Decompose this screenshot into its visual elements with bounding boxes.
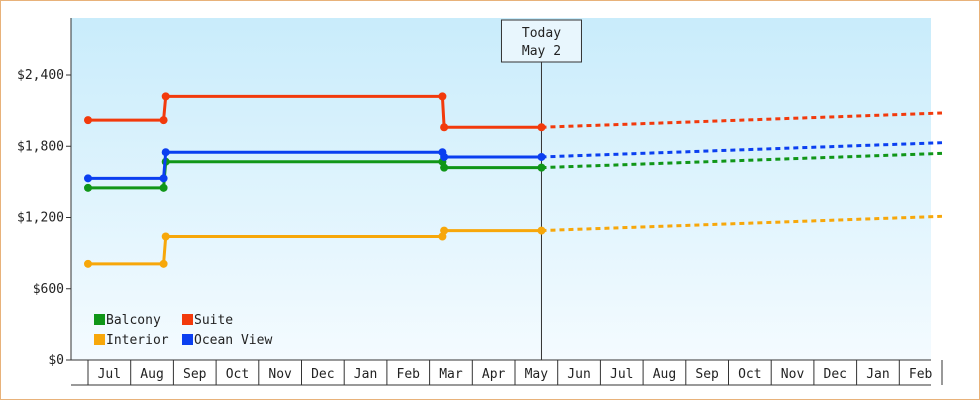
month-label: Jul <box>610 367 633 382</box>
data-point-suite <box>84 116 92 125</box>
month-label: Mar <box>439 367 463 382</box>
data-point-suite <box>537 123 546 132</box>
month-label: Aug <box>140 367 163 382</box>
data-point-balcony <box>84 183 92 192</box>
month-label: May <box>525 367 549 382</box>
series-line-balcony <box>86 160 543 190</box>
data-point-ocean-view <box>84 174 92 183</box>
data-point-interior <box>159 259 168 268</box>
data-point-suite <box>161 92 170 101</box>
month-label: Jul <box>98 367 121 382</box>
series-forecast-interior <box>541 214 943 233</box>
month-label: Jan <box>354 367 377 382</box>
month-label: Apr <box>482 367 506 382</box>
series-forecast-ocean-view <box>541 141 943 159</box>
month-label: Dec <box>824 367 847 382</box>
month-label: Feb <box>397 367 421 382</box>
legend-swatch-ocean-view <box>182 334 193 345</box>
data-point-interior <box>537 226 546 235</box>
month-label: Nov <box>268 367 292 382</box>
legend-swatch-suite <box>182 314 193 325</box>
month-label: Jun <box>567 367 590 382</box>
y-axis: $0 $600 $1,200 $1,800 $2,400 <box>17 18 72 368</box>
plot-area <box>71 18 931 360</box>
data-point-ocean-view <box>159 174 168 183</box>
month-label: Nov <box>781 367 805 382</box>
data-point-suite <box>438 92 447 101</box>
today-label: Today <box>522 26 561 41</box>
series-forecast-balcony <box>541 151 943 170</box>
data-point-interior <box>440 226 449 235</box>
series-line-suite <box>86 94 543 129</box>
series-line-ocean-view <box>86 150 543 180</box>
today-box <box>500 19 582 63</box>
series-line-interior <box>86 229 543 266</box>
data-point-interior <box>161 232 170 241</box>
y-tick-label: $1,800 <box>17 139 64 154</box>
legend-label-interior: Interior <box>106 333 169 348</box>
series-layer <box>84 92 943 268</box>
data-point-interior <box>84 259 92 268</box>
month-label: Dec <box>311 367 334 382</box>
x-axis: Jul Aug Sep Oct Nov Dec Jan Feb Mar Apr May Jun Jul A… <box>71 359 943 386</box>
today-date: May 2 <box>522 44 561 59</box>
month-label: Feb <box>909 367 933 382</box>
y-tick-label: $0 <box>48 353 64 368</box>
data-point-ocean-view <box>440 152 449 161</box>
data-point-balcony <box>440 163 449 172</box>
legend-label-ocean-view: Ocean View <box>194 333 272 348</box>
legend: Balcony Suite Interior Ocean View <box>94 313 272 348</box>
y-tick-label: $600 <box>33 282 64 297</box>
data-point-suite <box>159 116 168 125</box>
month-label: Oct <box>226 367 249 382</box>
data-point-balcony <box>537 163 546 172</box>
series-forecast-suite <box>541 111 943 129</box>
legend-swatch-balcony <box>94 314 105 325</box>
y-tick-label: $1,200 <box>17 211 64 226</box>
data-point-suite <box>440 123 449 132</box>
month-label: Sep <box>695 367 719 382</box>
month-label: Sep <box>183 367 207 382</box>
data-point-ocean-view <box>161 148 170 157</box>
today-marker: Today May 2 <box>500 19 582 360</box>
data-point-balcony <box>159 183 168 192</box>
legend-swatch-interior <box>94 334 105 345</box>
data-point-ocean-view <box>537 152 546 161</box>
legend-label-balcony: Balcony <box>106 313 161 328</box>
y-tick-label: $2,400 <box>17 68 64 83</box>
month-label: Oct <box>738 367 761 382</box>
month-label: Aug <box>653 367 676 382</box>
legend-label-suite: Suite <box>194 313 233 328</box>
month-label: Jan <box>866 367 889 382</box>
